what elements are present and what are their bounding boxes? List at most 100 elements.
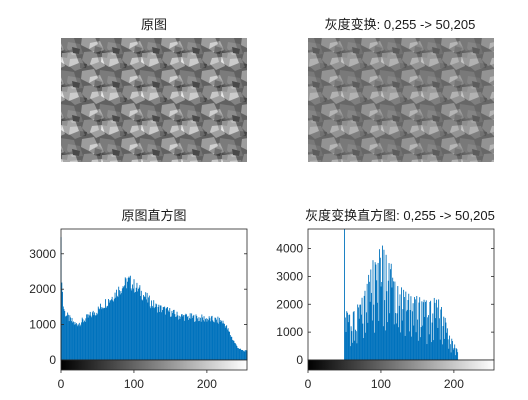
x-tick-label: 100 bbox=[124, 377, 144, 391]
original-image bbox=[61, 38, 247, 162]
histogram-bar bbox=[414, 299, 416, 360]
histogram-bar bbox=[101, 309, 103, 360]
histogram-bar bbox=[129, 275, 131, 360]
histogram-bar bbox=[126, 288, 128, 360]
histogram-bar bbox=[178, 315, 180, 360]
histogram-bar bbox=[89, 315, 90, 360]
histogram-bar bbox=[244, 351, 246, 360]
histogram-bar bbox=[442, 326, 444, 360]
histogram-bar bbox=[164, 306, 166, 360]
histogram-bar bbox=[350, 326, 352, 360]
histogram-bar bbox=[444, 338, 445, 360]
histogram-bar bbox=[97, 314, 98, 360]
histogram-bar bbox=[79, 326, 81, 360]
histogram-bar bbox=[114, 292, 116, 360]
histogram-bar bbox=[368, 274, 370, 360]
histogram-bar bbox=[73, 324, 75, 360]
histogram-bar bbox=[173, 309, 175, 360]
histogram-bar bbox=[453, 347, 455, 360]
histogram-bar bbox=[220, 319, 222, 360]
histogram-bar bbox=[398, 327, 399, 360]
histogram-bar bbox=[351, 331, 353, 360]
histogram-bar bbox=[344, 229, 345, 360]
histogram-bar bbox=[84, 321, 86, 360]
histogram-bar bbox=[96, 312, 98, 360]
histogram-bar bbox=[148, 297, 150, 360]
histogram-bar bbox=[184, 314, 186, 360]
y-tick-label: 4000 bbox=[276, 242, 303, 256]
histogram-bar bbox=[212, 320, 214, 360]
histogram-bar bbox=[403, 297, 405, 360]
histogram-bar bbox=[218, 317, 220, 360]
histogram-bar bbox=[346, 311, 348, 360]
histogram-bar bbox=[191, 317, 193, 360]
histogram-bar bbox=[349, 346, 351, 360]
histogram-bar bbox=[208, 316, 210, 360]
histogram-bar bbox=[83, 322, 85, 360]
histogram-bar bbox=[398, 305, 400, 360]
histogram-bar bbox=[67, 312, 69, 360]
histogram-bars bbox=[60, 237, 248, 360]
histogram-bar bbox=[221, 321, 222, 360]
histogram-bar bbox=[430, 342, 432, 360]
histogram-bar bbox=[70, 317, 71, 360]
histogram-bar bbox=[108, 302, 110, 360]
histogram-bar bbox=[133, 279, 135, 360]
histogram-bar bbox=[407, 300, 409, 360]
histogram-bar bbox=[140, 290, 142, 360]
histogram-bar bbox=[143, 296, 145, 360]
histogram-bar bbox=[391, 287, 393, 360]
histogram-bar bbox=[65, 316, 67, 360]
histogram-bar bbox=[176, 311, 178, 360]
histogram-bar bbox=[131, 290, 133, 360]
histogram-bar bbox=[116, 295, 118, 360]
histogram-bar bbox=[70, 321, 72, 360]
histogram-bar bbox=[183, 320, 185, 360]
histogram-bar bbox=[392, 277, 394, 360]
histogram-bar bbox=[438, 299, 440, 360]
x-tick-label: 200 bbox=[444, 377, 464, 391]
histogram-bar bbox=[157, 307, 159, 360]
histogram-bar bbox=[105, 299, 107, 360]
histogram-bar bbox=[397, 286, 399, 360]
histogram-bar bbox=[372, 260, 374, 360]
histogram-bar bbox=[235, 344, 237, 360]
histogram-bar bbox=[392, 281, 394, 360]
x-tick-label: 0 bbox=[305, 377, 312, 391]
histogram-bar bbox=[138, 287, 140, 360]
histogram-bar bbox=[88, 314, 90, 360]
histogram-bar bbox=[80, 324, 82, 360]
histogram-bar bbox=[362, 323, 364, 360]
histogram-bar bbox=[202, 320, 204, 360]
histogram-bar bbox=[223, 323, 225, 360]
histogram-bar bbox=[422, 302, 424, 360]
histogram-bar bbox=[446, 328, 448, 360]
histogram-bar bbox=[355, 329, 356, 360]
histogram-bar bbox=[135, 287, 137, 360]
histogram-bar bbox=[213, 321, 214, 360]
histogram-bar bbox=[206, 321, 208, 360]
transformed-image bbox=[308, 38, 494, 162]
y-tick-label: 1000 bbox=[29, 318, 56, 332]
histogram-bar bbox=[427, 317, 429, 360]
histogram-bar bbox=[124, 277, 126, 360]
histogram-bar bbox=[134, 292, 136, 360]
histogram-bar bbox=[347, 312, 348, 360]
histogram-bar bbox=[408, 293, 410, 360]
histogram-bar bbox=[423, 299, 425, 360]
histogram-bar bbox=[216, 319, 217, 360]
histogram-bar bbox=[413, 325, 415, 360]
histogram-bar bbox=[143, 295, 144, 360]
histogram-bar bbox=[236, 346, 238, 360]
histogram-bar bbox=[395, 323, 397, 360]
histogram-bar bbox=[136, 282, 138, 360]
histogram-bar bbox=[167, 307, 169, 360]
histogram-bar bbox=[94, 315, 96, 360]
histogram-bar bbox=[91, 317, 93, 360]
histogram-bar bbox=[207, 320, 209, 360]
histogram-bar bbox=[81, 317, 83, 360]
histogram-bar bbox=[373, 304, 375, 360]
histogram-bar bbox=[356, 343, 358, 360]
histogram-bar bbox=[219, 321, 221, 360]
histogram-bar bbox=[147, 302, 149, 360]
